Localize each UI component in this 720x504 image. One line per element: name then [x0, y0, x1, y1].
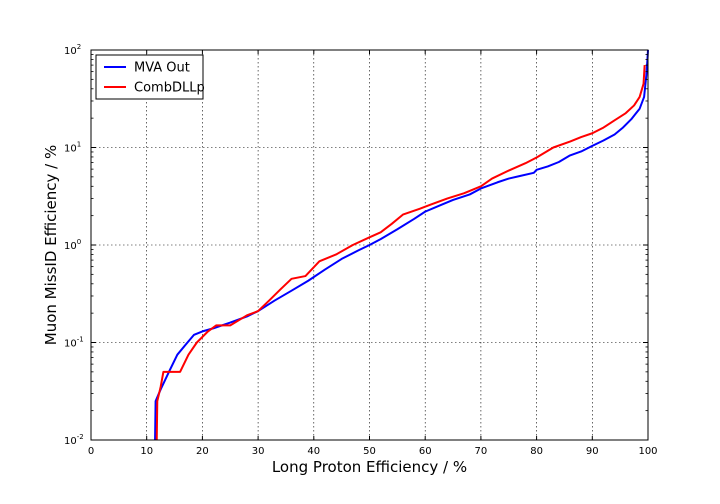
- x-axis-label: Long Proton Efficiency / %: [272, 458, 467, 476]
- series-lines: [154, 49, 649, 441]
- legend-label-combdllp: CombDLLp: [134, 81, 205, 96]
- series-line-mva-out: [154, 49, 649, 441]
- x-tick-label: 60: [419, 446, 432, 457]
- legend-label-mva-out: MVA Out: [134, 61, 190, 76]
- x-tick-labels: 0 10 20 30 40 50 60 70 80 90 100: [88, 446, 658, 457]
- x-tick-label: 40: [307, 446, 320, 457]
- y-tick-label: 101: [64, 141, 81, 155]
- y-tick-label: 10-2: [64, 433, 84, 447]
- series-line-combdllp: [155, 65, 646, 441]
- x-tick-label: 80: [530, 446, 543, 457]
- x-tick-label: 90: [586, 446, 599, 457]
- x-tick-label: 0: [88, 446, 94, 457]
- x-tick-label: 10: [140, 446, 153, 457]
- y-tick-base: 10: [64, 241, 77, 252]
- y-tick-exponent: -2: [77, 433, 84, 441]
- legend-box: [95, 54, 204, 100]
- y-tick-base: 10: [64, 339, 77, 350]
- y-tick-label: 102: [64, 43, 81, 57]
- y-tick-base: 10: [64, 46, 77, 57]
- y-tick-label: 10-1: [64, 336, 84, 350]
- y-tick-base: 10: [64, 144, 77, 155]
- x-tick-label: 30: [252, 446, 265, 457]
- grid: [91, 50, 648, 440]
- y-tick-exponent: 2: [77, 43, 81, 51]
- x-tick-label: 50: [363, 446, 376, 457]
- x-tick-label: 100: [638, 446, 657, 457]
- x-tick-label: 70: [475, 446, 488, 457]
- y-tick-exponent: 0: [77, 238, 81, 246]
- legend: MVA Out CombDLLp: [95, 54, 205, 100]
- y-tick-label: 100: [64, 238, 81, 252]
- y-tick-exponent: -1: [77, 336, 84, 344]
- y-tick-exponent: 1: [77, 141, 81, 149]
- axis-ticks: [90, 49, 649, 441]
- y-tick-base: 10: [64, 436, 77, 447]
- x-tick-label: 20: [196, 446, 209, 457]
- y-axis-label: Muon MissID Efficiency / %: [42, 145, 60, 345]
